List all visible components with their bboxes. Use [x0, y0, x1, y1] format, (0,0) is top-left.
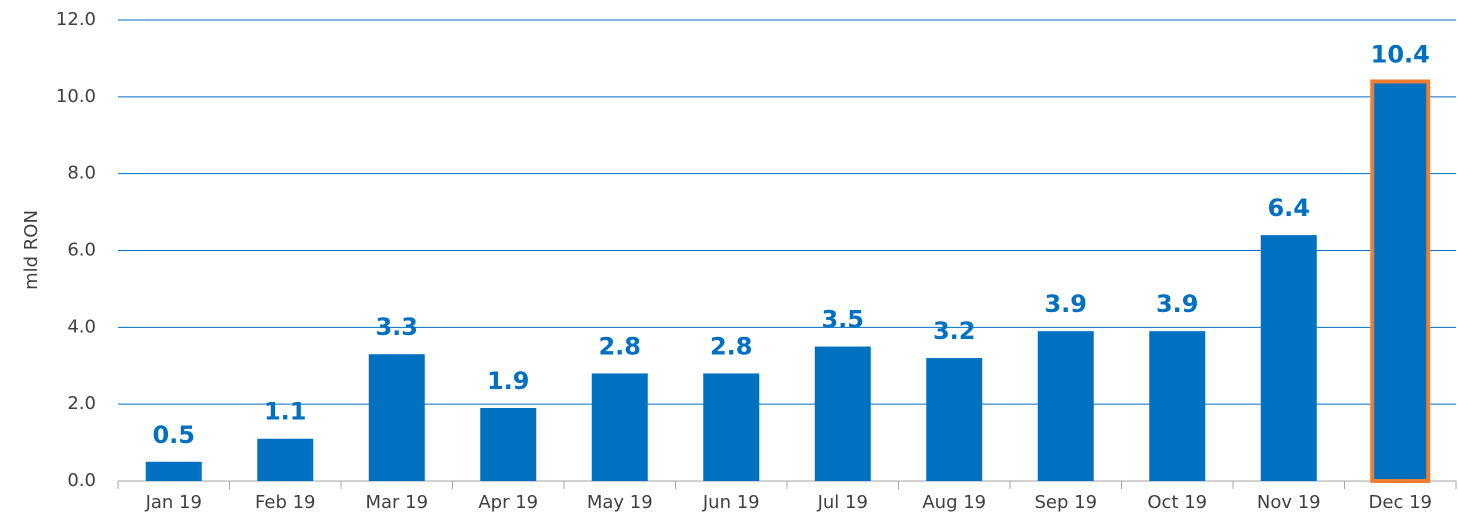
value-label: 3.9: [1156, 290, 1199, 318]
value-label: 3.5: [821, 306, 864, 334]
value-label: 6.4: [1267, 194, 1310, 222]
x-tick-label: Jun 19: [702, 492, 760, 513]
y-tick-label: 8.0: [67, 163, 96, 184]
bar: [368, 354, 425, 481]
y-tick-label: 4.0: [67, 316, 96, 337]
bar: [591, 373, 648, 481]
x-tick-label: Dec 19: [1369, 492, 1432, 513]
x-tick-label: Apr 19: [478, 492, 538, 513]
value-label: 2.8: [598, 332, 641, 360]
value-label: 2.8: [710, 332, 753, 360]
value-label: 1.9: [487, 367, 530, 395]
x-tick-label: Mar 19: [365, 492, 428, 513]
x-tick-label: Nov 19: [1257, 492, 1321, 513]
bar: [814, 346, 871, 481]
x-tick-label: Aug 19: [922, 492, 986, 513]
x-tick-label: Jan 19: [145, 492, 202, 513]
bar: [1149, 331, 1206, 481]
value-label: 10.4: [1371, 40, 1430, 68]
x-tick-label: Jul 19: [817, 492, 868, 513]
value-label: 3.9: [1044, 290, 1087, 318]
bar: [1260, 235, 1317, 481]
y-tick-label: 6.0: [67, 240, 96, 261]
value-label: 3.2: [933, 317, 976, 345]
x-tick-label: Sep 19: [1034, 492, 1097, 513]
x-tick-label: Feb 19: [255, 492, 316, 513]
bar: [703, 373, 760, 481]
value-label: 3.3: [375, 313, 418, 341]
value-label: 1.1: [264, 398, 307, 426]
x-tick-label: Oct 19: [1147, 492, 1207, 513]
bar: [145, 461, 202, 481]
x-tick-label: May 19: [587, 492, 653, 513]
y-tick-label: 12.0: [56, 9, 96, 30]
y-tick-label: 0.0: [67, 470, 96, 491]
bar: [1037, 331, 1094, 481]
bar: [1370, 79, 1431, 483]
y-tick-label: 2.0: [67, 393, 96, 414]
y-tick-label: 10.0: [56, 86, 96, 107]
value-label: 0.5: [152, 421, 195, 449]
bar: [257, 438, 314, 481]
y-axis-label: mld RON: [21, 210, 42, 290]
bar: [480, 408, 537, 481]
bar: [926, 358, 983, 481]
